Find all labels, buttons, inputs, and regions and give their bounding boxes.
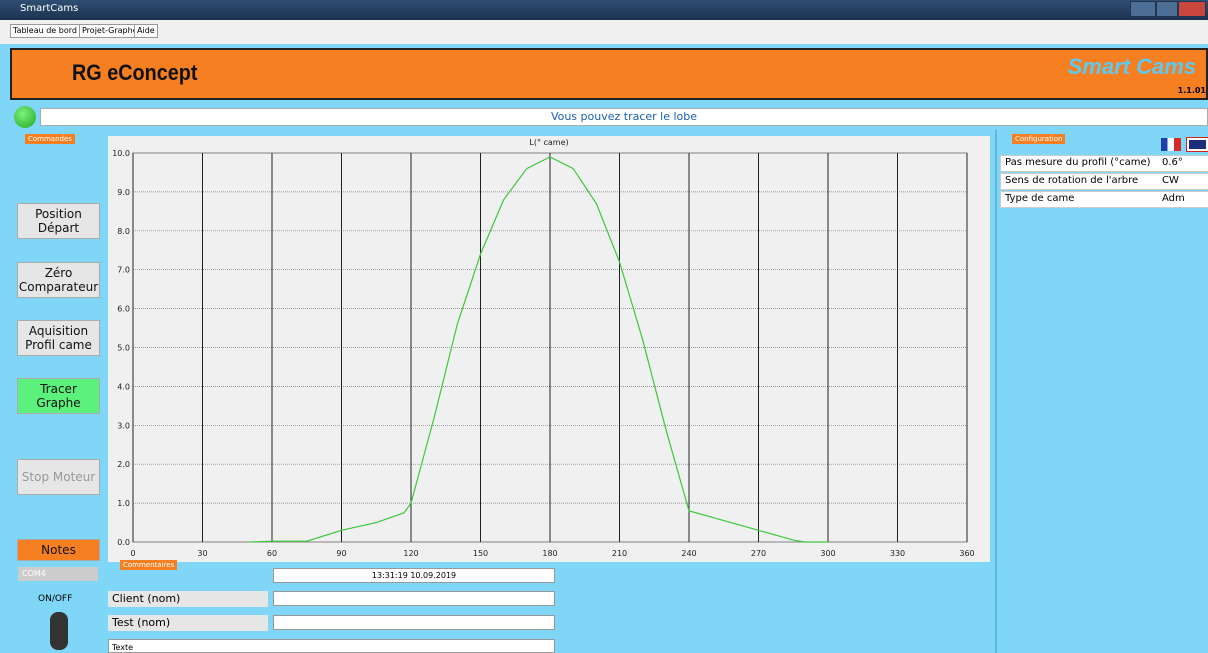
- button[interactable]: Aquisition Profil came: [17, 320, 100, 356]
- line: [248, 156, 828, 543]
- header: RG eConcept Smart Cams 1.1.01: [10, 48, 1208, 100]
- section-label: Commentaires: [120, 560, 178, 570]
- y-tick-label: 0.0: [117, 538, 130, 547]
- button[interactable]: Position Départ: [17, 203, 100, 239]
- x-tick-label: 360: [959, 549, 974, 558]
- config-select[interactable]: Adm: [1159, 192, 1208, 207]
- y-tick-label: 7.0: [117, 266, 130, 275]
- x-tick-label: 120: [403, 549, 418, 558]
- maximize-button[interactable]: [1156, 1, 1178, 17]
- y-tick-label: 8.0: [117, 227, 130, 236]
- flag-fr[interactable]: [1161, 138, 1181, 151]
- y-tick-label: 5.0: [117, 344, 130, 353]
- config-select[interactable]: CW: [1159, 174, 1208, 189]
- power-toggle[interactable]: [50, 612, 68, 650]
- x-tick-label: 300: [820, 549, 835, 558]
- version: 1.1.01: [1177, 86, 1206, 95]
- x-tick-label: 60: [267, 549, 277, 558]
- text-input[interactable]: [273, 591, 555, 606]
- config-row: Sens de rotation de l'arbre CW: [1000, 173, 1208, 190]
- config-select[interactable]: 0.6°: [1159, 156, 1208, 171]
- section-label: Commandes: [25, 134, 75, 144]
- status-message: Vous pouvez tracer le lobe: [40, 108, 1208, 126]
- title-bar: SmartCams: [0, 0, 1208, 20]
- y-tick-label: 3.0: [117, 421, 130, 430]
- chart-panel: L(° came) 0.0 1.0 2.0 3.0 4.0 5.0 6.0 7.0 8.0 9.0…: [108, 136, 990, 562]
- flag-uk[interactable]: [1186, 137, 1208, 152]
- divider: [995, 130, 997, 653]
- section-label: Configuration: [1012, 134, 1066, 144]
- notes-button[interactable]: Notes: [17, 539, 100, 561]
- y-tick-label: 10.0: [112, 149, 130, 158]
- config-label: Pas mesure du profil (°came): [1005, 157, 1151, 168]
- x-tick-label: 150: [473, 549, 488, 558]
- x-tick-label: 240: [681, 549, 696, 558]
- button[interactable]: Stop Moteur: [17, 459, 100, 495]
- field-label: Test (nom): [108, 615, 268, 631]
- x-tick-label: 0: [130, 549, 135, 558]
- window-title: SmartCams: [20, 3, 79, 14]
- y-tick-label: 4.0: [117, 382, 130, 391]
- chart-title: L(° came): [529, 138, 568, 147]
- x-tick-label: 270: [751, 549, 766, 558]
- port-select[interactable]: COM4: [18, 567, 98, 581]
- product-name: Smart Cams: [1067, 54, 1196, 79]
- tab-bar: Tableau de bord Projet-Graphe Aide: [0, 20, 1208, 44]
- tab[interactable]: Tableau de bord: [10, 24, 80, 38]
- tab[interactable]: Projet-Graphe: [79, 24, 141, 38]
- button[interactable]: Tracer Graphe: [17, 378, 100, 414]
- text-input[interactable]: [273, 615, 555, 630]
- power-label: ON/OFF: [38, 594, 73, 604]
- config-label: Type de came: [1005, 193, 1075, 204]
- x-tick-label: 210: [612, 549, 627, 558]
- tab[interactable]: Aide: [134, 24, 158, 38]
- x-tick-label: 330: [890, 549, 905, 558]
- config-label: Sens de rotation de l'arbre: [1005, 175, 1139, 186]
- brand: RG eConcept: [72, 60, 198, 85]
- close-button[interactable]: [1178, 1, 1206, 17]
- config-row: Type de came Adm: [1000, 191, 1208, 208]
- y-tick-label: 1.0: [117, 499, 130, 508]
- y-tick-label: 9.0: [117, 188, 130, 197]
- minimize-button[interactable]: [1130, 1, 1156, 17]
- x-tick-label: 180: [542, 549, 557, 558]
- x-tick-label: 90: [336, 549, 346, 558]
- button[interactable]: Zéro Comparateur: [17, 262, 100, 298]
- field-label: Client (nom): [108, 591, 268, 607]
- config-row: Pas mesure du profil (°came) 0.6°: [1000, 155, 1208, 172]
- x-tick-label: 30: [197, 549, 207, 558]
- notes-text[interactable]: Texte: [108, 639, 555, 653]
- chart: L(° came) 0.0 1.0 2.0 3.0 4.0 5.0 6.0 7.0 8.0 9.0…: [112, 138, 974, 558]
- y-tick-label: 6.0: [117, 305, 130, 314]
- y-tick-label: 2.0: [117, 460, 130, 469]
- timestamp: 13:31:19 10.09.2019: [273, 568, 555, 583]
- status-led: [14, 106, 36, 128]
